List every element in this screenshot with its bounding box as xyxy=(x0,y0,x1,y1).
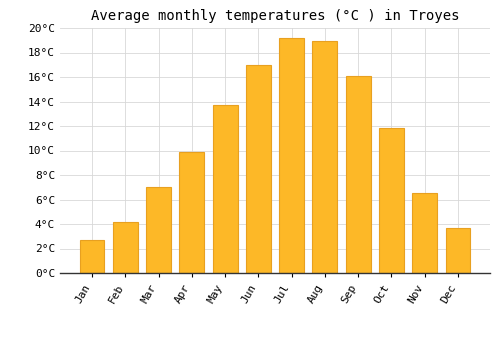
Bar xyxy=(80,240,104,273)
Bar xyxy=(113,222,138,273)
Bar xyxy=(379,128,404,273)
Title: Average monthly temperatures (°C ) in Troyes: Average monthly temperatures (°C ) in Tr… xyxy=(91,9,459,23)
Bar xyxy=(246,65,271,273)
Bar xyxy=(180,152,204,273)
Bar xyxy=(346,76,370,273)
Bar xyxy=(446,228,470,273)
Bar xyxy=(279,38,304,273)
Bar xyxy=(212,105,238,273)
Bar xyxy=(312,42,338,273)
Bar xyxy=(146,187,171,273)
Bar xyxy=(412,193,437,273)
